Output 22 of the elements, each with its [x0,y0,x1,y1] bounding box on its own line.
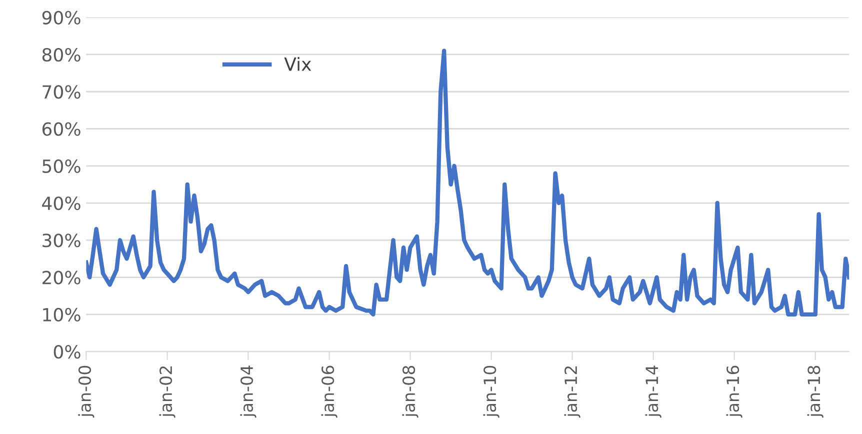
y-tick-label: 40% [42,196,80,210]
x-tick-label: jan-02 [159,366,176,418]
legend-label: Vix [284,57,312,71]
x-tick-label: jan-10 [483,366,500,418]
y-tick-label: 60% [42,122,80,136]
x-tick-label: jan-18 [807,366,824,418]
x-tick-label: jan-00 [78,366,94,418]
x-tick-label: jan-14 [645,366,662,418]
y-tick-label: 30% [42,234,80,248]
y-tick-label: 80% [42,48,80,62]
x-tick-label: jan-04 [240,366,256,418]
line-series [86,48,850,316]
y-tick-label: 0% [54,345,80,359]
y-tick-label: 20% [42,270,80,284]
y-tick-label: 50% [42,159,80,173]
x-tick-label: jan-12 [564,366,580,418]
x-tick-label: jan-16 [726,366,742,418]
y-tick-label: 90% [42,10,80,24]
x-tick-label: jan-08 [402,366,418,418]
x-tick-label: jan-06 [321,366,338,418]
y-tick-label: 70% [42,85,80,99]
y-tick-label: 10% [43,308,80,322]
